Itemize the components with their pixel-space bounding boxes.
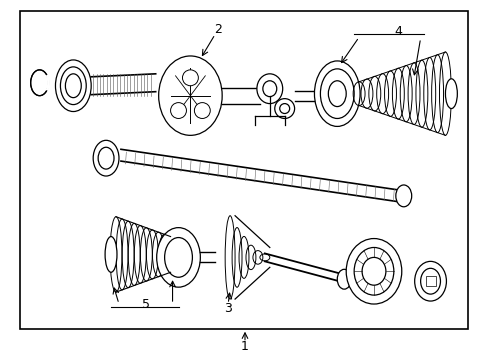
Ellipse shape: [263, 81, 276, 96]
Ellipse shape: [395, 185, 411, 207]
Text: 1: 1: [241, 340, 248, 353]
Ellipse shape: [170, 103, 186, 118]
Ellipse shape: [55, 60, 91, 112]
Ellipse shape: [320, 69, 353, 118]
Ellipse shape: [445, 79, 456, 109]
Ellipse shape: [314, 61, 359, 126]
Text: 5: 5: [142, 297, 149, 311]
Ellipse shape: [156, 228, 200, 287]
Ellipse shape: [61, 67, 86, 105]
Ellipse shape: [346, 239, 401, 304]
Ellipse shape: [274, 99, 294, 118]
Ellipse shape: [279, 104, 289, 113]
Ellipse shape: [158, 56, 222, 135]
Text: 3: 3: [224, 302, 232, 315]
Bar: [425, 276, 435, 286]
Ellipse shape: [65, 74, 81, 98]
Ellipse shape: [353, 247, 393, 295]
Ellipse shape: [194, 103, 210, 118]
Ellipse shape: [327, 81, 346, 107]
Ellipse shape: [182, 70, 198, 86]
Text: 4: 4: [394, 24, 402, 38]
Ellipse shape: [105, 237, 117, 272]
Ellipse shape: [414, 261, 446, 301]
Text: 2: 2: [214, 23, 222, 36]
Ellipse shape: [256, 74, 282, 104]
Ellipse shape: [420, 268, 440, 294]
Ellipse shape: [361, 257, 385, 285]
Ellipse shape: [337, 269, 350, 289]
Ellipse shape: [164, 238, 192, 277]
Ellipse shape: [93, 140, 119, 176]
Bar: [20, 11, 468, 329]
Ellipse shape: [98, 147, 114, 169]
Ellipse shape: [31, 70, 48, 96]
